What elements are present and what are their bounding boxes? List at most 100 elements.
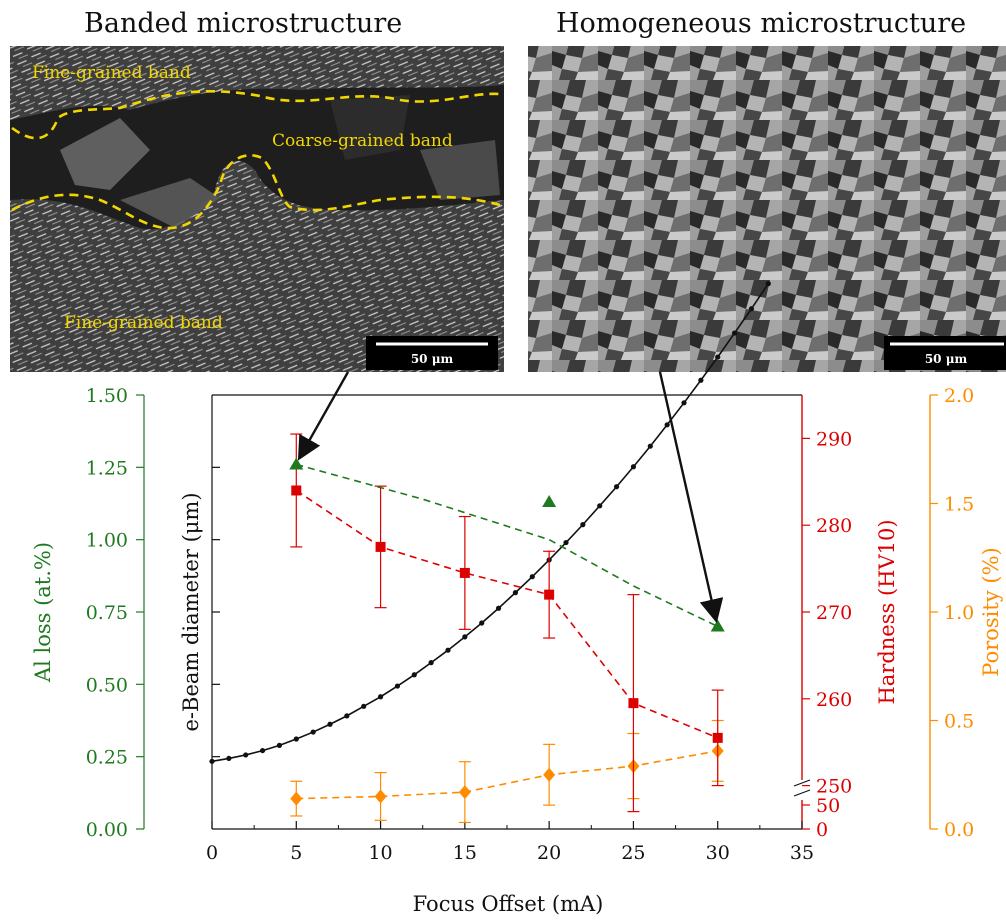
banded-panel-title: Banded microstructure [84, 8, 403, 39]
al-loss-tick-label: 0.00 [86, 819, 128, 841]
x-tick-label: 10 [368, 842, 392, 864]
al-loss-point [289, 457, 304, 470]
data-marks [209, 281, 771, 824]
beam-diameter-point [731, 330, 738, 336]
beam-diameter-point [276, 742, 283, 748]
porosity-fit-line [296, 750, 718, 800]
beam-diameter-line [211, 283, 769, 763]
beam-diameter-point [377, 694, 384, 700]
hardness-tick-label: 270 [816, 602, 852, 624]
porosity-point [458, 785, 471, 800]
beam-axis-label: e-Beam diameter (μm) [179, 492, 203, 731]
al-loss-tick-label: 0.25 [86, 747, 128, 769]
hardness-fit-line [295, 489, 719, 739]
hardness-point [544, 589, 555, 600]
hardness-tick-label: 250 [816, 776, 852, 798]
beam-diameter-point [344, 713, 350, 719]
beam-diameter-point [394, 683, 401, 689]
al-loss-point [542, 495, 557, 508]
band-label-fine-bottom: Fine-grained band [64, 313, 223, 333]
x-tick-label: 20 [537, 842, 561, 864]
beam-diameter-point [597, 503, 603, 509]
beam-diameter-point [445, 647, 451, 653]
beam-diameter-point [664, 422, 670, 428]
x-axis-label: Focus Offset (mA) [413, 892, 604, 916]
x-tick-label: 35 [790, 842, 814, 864]
homogeneous-panel-title: Homogeneous microstructure [556, 8, 967, 39]
beam-diameter-point [495, 605, 502, 611]
hardness-axis-label: Hardness (HV10) [875, 519, 899, 704]
band-label-fine-top: Fine-grained band [32, 63, 191, 83]
beam-diameter-point [698, 377, 704, 383]
hardness-point [291, 485, 302, 496]
hardness-point [712, 732, 723, 743]
beam-diameter-point [259, 747, 266, 754]
beam-diameter-point [580, 522, 586, 528]
hardness-tick-label: 280 [816, 515, 852, 537]
beam-diameter-point [715, 354, 721, 360]
porosity-point [543, 767, 556, 782]
x-tick-label: 0 [206, 842, 218, 864]
beam-diameter-point [327, 721, 333, 727]
banded-micrograph [10, 46, 504, 372]
beam-diameter-point [512, 590, 519, 596]
porosity-point [374, 789, 387, 804]
beam-diameter-point [630, 464, 637, 470]
beam-diameter-point [243, 752, 249, 758]
al-loss-tick-label: 0.50 [86, 674, 128, 696]
hardness-tick-label: 290 [816, 428, 852, 450]
al-loss-fit-line [296, 463, 719, 628]
hardness-broken-tick-label: 0 [816, 819, 828, 841]
homogeneous-scale-bar-label: 50 μm [925, 352, 968, 366]
al-loss-tick-label: 1.00 [86, 530, 128, 552]
beam-diameter-point [681, 400, 687, 406]
hardness-point [375, 541, 386, 552]
beam-diameter-point [411, 672, 417, 678]
beam-diameter-point [310, 729, 316, 735]
porosity-tick-label: 1.5 [944, 494, 974, 516]
chart: 0 5 10 15 20 25 30 350.000.250.500.751.001.251.… [31, 281, 1003, 916]
beam-diameter-point [765, 281, 771, 287]
axis-break-mark-2 [793, 789, 811, 797]
beam-diameter-point [529, 574, 535, 580]
beam-diameter-point [293, 736, 299, 742]
hardness-point [628, 698, 639, 709]
beam-diameter-point [563, 539, 569, 546]
band-label-coarse: Coarse-grained band [272, 131, 453, 151]
porosity-point [290, 791, 303, 806]
beam-diameter-point [479, 620, 485, 626]
x-tick-label: 5 [290, 842, 302, 864]
al-loss-tick-label: 1.25 [86, 457, 128, 479]
porosity-axis-label: Porosity (%) [979, 547, 1003, 676]
x-tick-label: 15 [453, 842, 477, 864]
beam-diameter-point [748, 306, 755, 312]
axis-ticks: 0 5 10 15 20 25 30 350.000.250.500.751.001.251.… [86, 385, 975, 864]
homogeneous-scale-bar-box [884, 336, 1006, 370]
porosity-tick-label: 2.0 [944, 385, 974, 407]
porosity-tick-label: 0.0 [944, 819, 974, 841]
porosity-tick-label: 0.5 [944, 711, 974, 733]
beam-diameter-point [647, 443, 653, 449]
axis-break-mark-1 [793, 779, 811, 787]
al-loss-axis-label: Al loss (at.%) [31, 542, 55, 683]
beam-diameter-point [209, 758, 215, 764]
al-loss-point [710, 619, 725, 632]
beam-diameter-point [226, 755, 232, 762]
al-loss-tick-label: 1.50 [86, 385, 128, 407]
beam-diameter-point [462, 634, 468, 640]
hardness-point [459, 567, 470, 578]
beam-diameter-point [613, 484, 620, 490]
banded-scale-bar-box [366, 336, 498, 370]
beam-diameter-point [428, 660, 434, 666]
banded-to-data-arrow [297, 371, 350, 461]
homogeneous-micrograph [528, 46, 1006, 372]
beam-diameter-point [361, 703, 367, 709]
x-tick-label: 30 [706, 842, 730, 864]
band-boundary-lower [11, 154, 501, 230]
hardness-tick-label: 260 [816, 689, 852, 711]
homogeneous-to-data-arrow [658, 371, 724, 624]
porosity-tick-label: 1.0 [944, 602, 974, 624]
al-loss-tick-label: 0.75 [86, 602, 128, 624]
banded-scale-bar-label: 50 μm [411, 352, 454, 366]
